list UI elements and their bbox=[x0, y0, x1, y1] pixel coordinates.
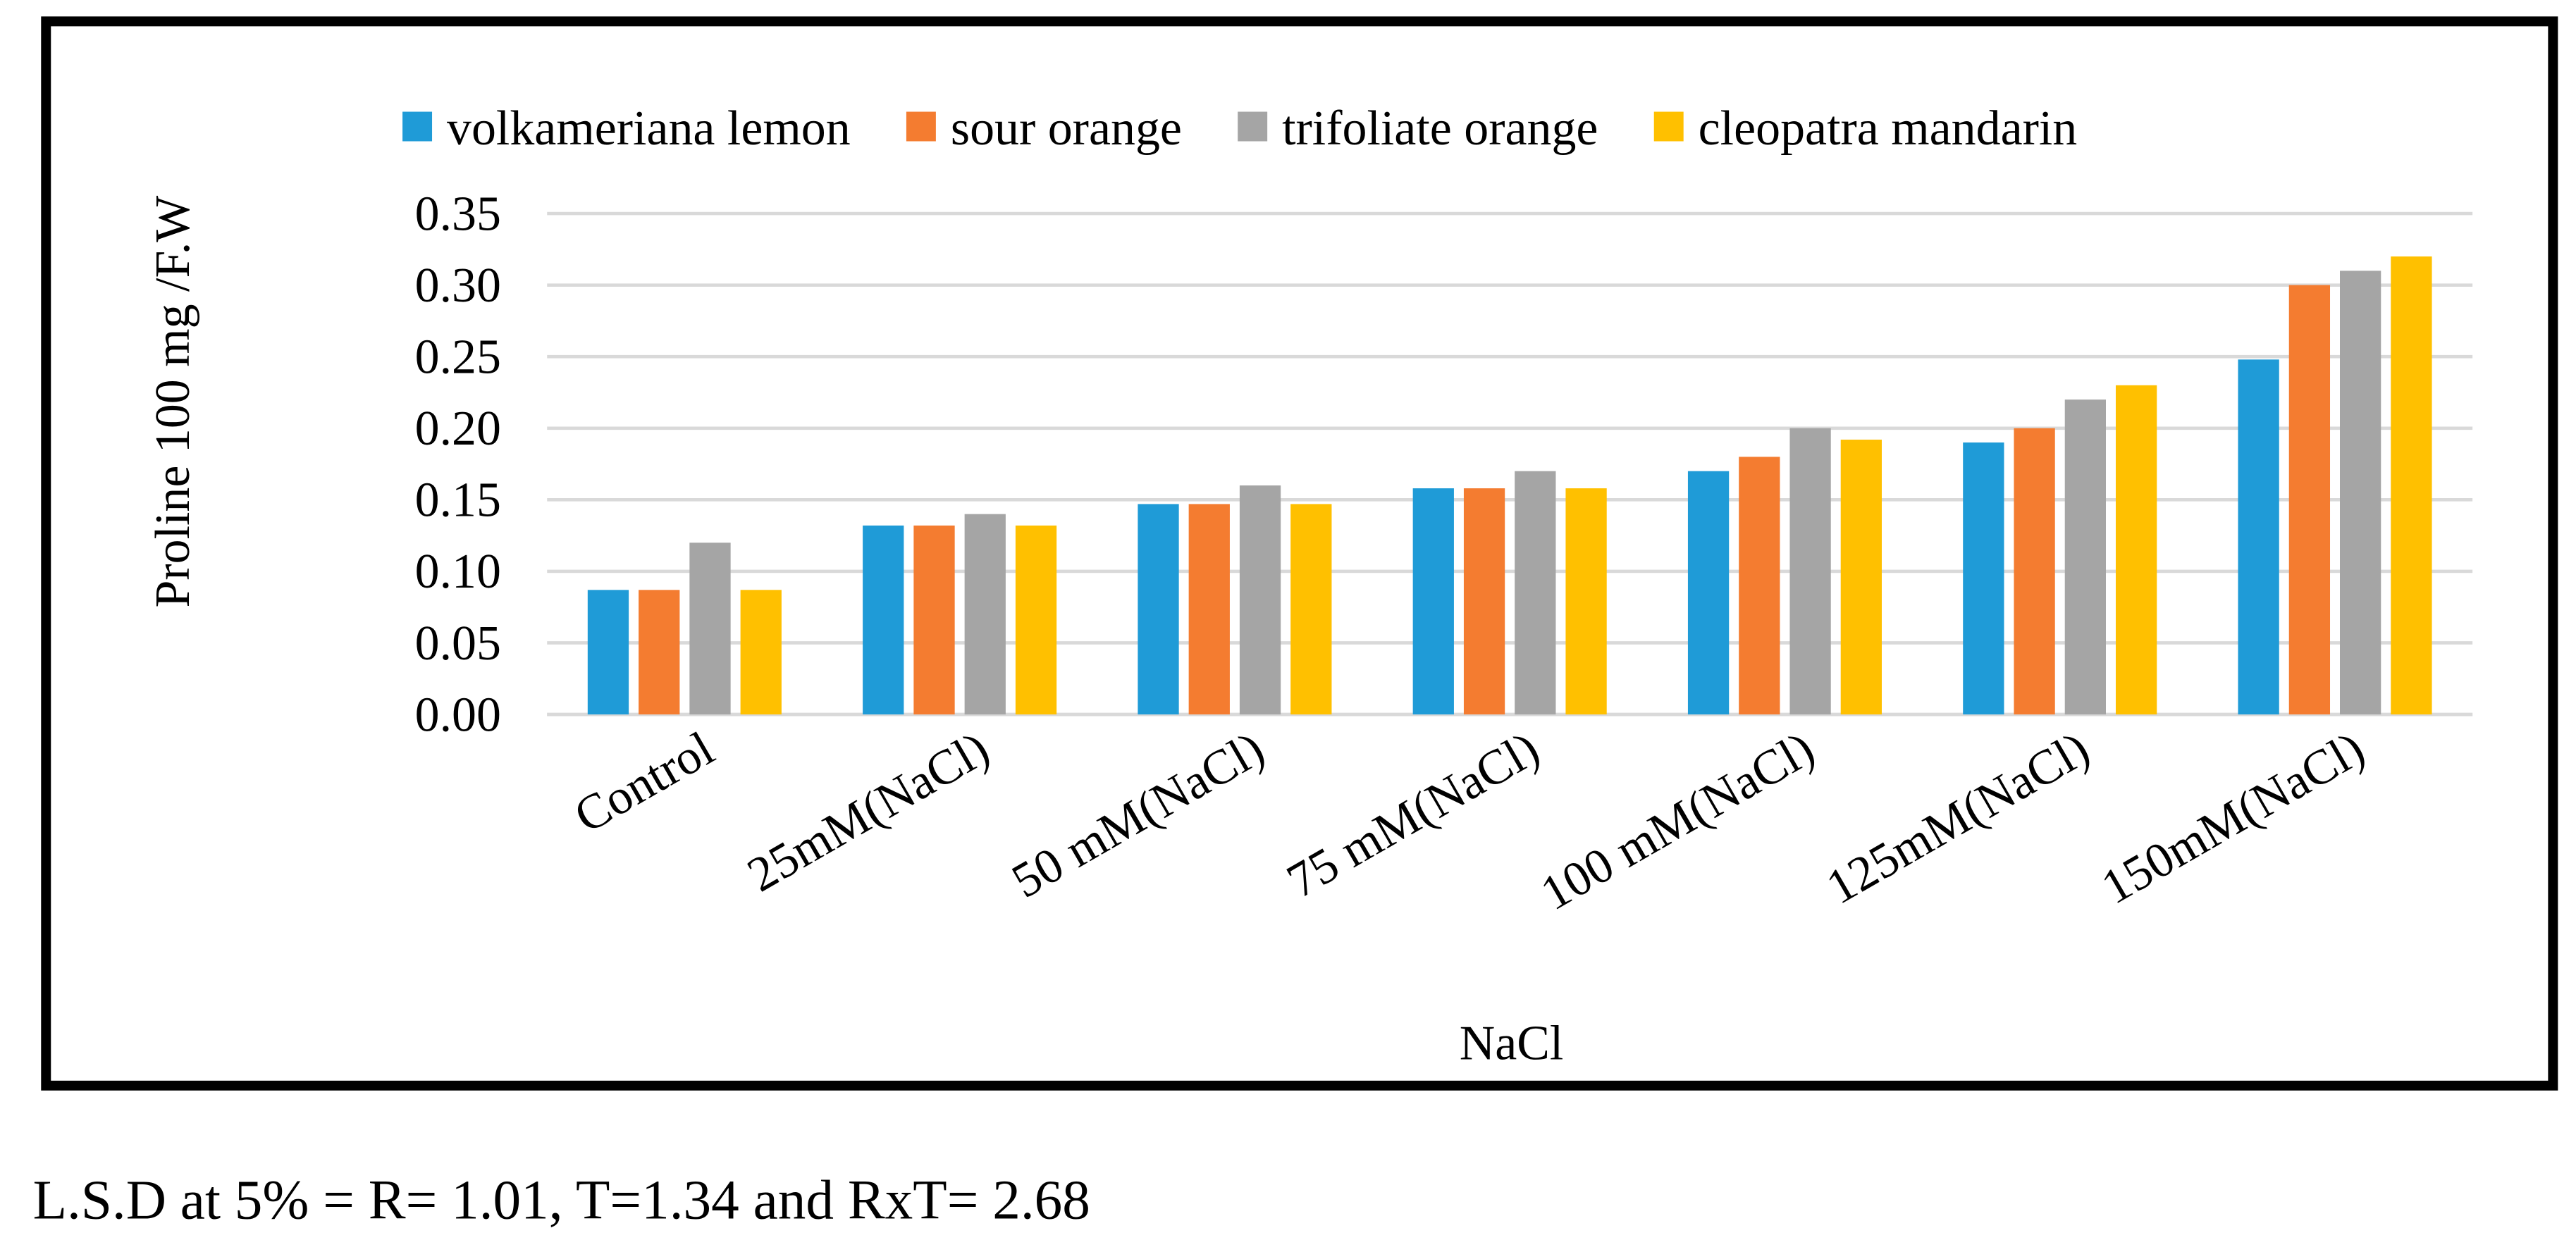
bar bbox=[1138, 504, 1179, 715]
legend-swatch bbox=[906, 111, 936, 142]
legend-swatch bbox=[402, 111, 433, 142]
legend-label: volkameriana lemon bbox=[447, 101, 851, 156]
y-axis-title: Proline 100 mg /F.W bbox=[146, 196, 200, 608]
footnote: L.S.D at 5% = R= 1.01, T=1.34 and RxT= 2… bbox=[33, 1170, 1090, 1232]
bar bbox=[1015, 525, 1057, 715]
y-tick-label: 0.35 bbox=[415, 187, 501, 241]
bar bbox=[1789, 428, 1831, 715]
bar bbox=[913, 525, 955, 715]
bar bbox=[2340, 271, 2381, 715]
bar bbox=[1239, 485, 1281, 715]
y-tick-label: 0.05 bbox=[415, 616, 501, 671]
bar bbox=[1290, 504, 1332, 715]
y-tick-label: 0.00 bbox=[415, 688, 501, 742]
bar bbox=[2238, 359, 2279, 715]
bar bbox=[1188, 504, 1230, 715]
bar bbox=[639, 590, 680, 715]
y-tick-label: 0.25 bbox=[415, 330, 501, 385]
bar bbox=[740, 590, 782, 715]
bar bbox=[1412, 488, 1454, 715]
bar bbox=[1687, 471, 1730, 715]
x-axis-title: NaCl bbox=[1460, 1017, 1564, 1071]
bar bbox=[587, 590, 629, 715]
bar bbox=[1963, 442, 2004, 715]
bar bbox=[1565, 488, 1607, 715]
legend-swatch bbox=[1653, 111, 1684, 142]
bar bbox=[2391, 256, 2432, 715]
y-tick-label: 0.30 bbox=[415, 259, 501, 313]
chart-border bbox=[41, 16, 2558, 1091]
bar bbox=[1739, 457, 1780, 715]
bar bbox=[2064, 399, 2107, 715]
bar bbox=[1840, 440, 1882, 715]
legend-label: trifoliate orange bbox=[1282, 101, 1598, 156]
legend-label: cleopatra mandarin bbox=[1699, 101, 2078, 156]
y-tick-label: 0.10 bbox=[415, 545, 501, 599]
bar bbox=[2288, 285, 2331, 715]
bar bbox=[2014, 428, 2055, 715]
bar bbox=[1463, 488, 1505, 715]
bar bbox=[863, 525, 904, 715]
legend-swatch bbox=[1238, 111, 1268, 142]
y-tick-label: 0.15 bbox=[415, 473, 501, 528]
y-tick-label: 0.20 bbox=[415, 402, 501, 456]
bar bbox=[1515, 471, 1556, 715]
bar bbox=[964, 514, 1006, 715]
bar bbox=[2115, 385, 2157, 715]
bar bbox=[689, 542, 731, 715]
legend-label: sour orange bbox=[951, 101, 1182, 156]
